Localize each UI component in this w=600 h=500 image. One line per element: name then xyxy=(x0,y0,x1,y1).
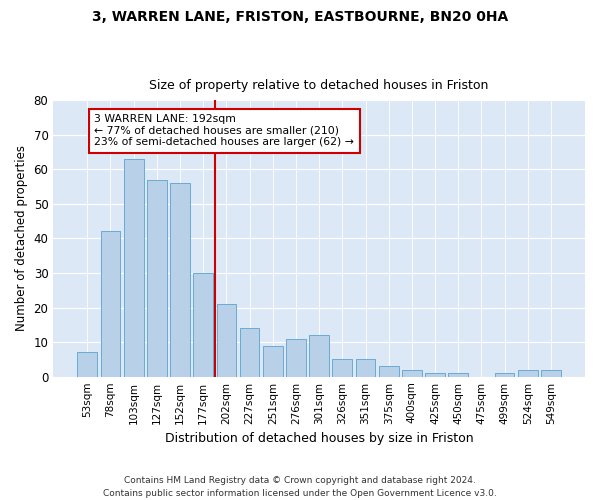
Bar xyxy=(518,370,538,376)
Text: 3 WARREN LANE: 192sqm
← 77% of detached houses are smaller (210)
23% of semi-det: 3 WARREN LANE: 192sqm ← 77% of detached … xyxy=(94,114,354,147)
Bar xyxy=(379,366,398,376)
Bar xyxy=(309,335,329,376)
X-axis label: Distribution of detached houses by size in Friston: Distribution of detached houses by size … xyxy=(165,432,473,445)
Bar xyxy=(217,304,236,376)
Bar xyxy=(263,346,283,376)
Bar xyxy=(495,373,514,376)
Bar xyxy=(170,183,190,376)
Bar xyxy=(147,180,167,376)
Title: Size of property relative to detached houses in Friston: Size of property relative to detached ho… xyxy=(149,79,489,92)
Bar xyxy=(77,352,97,376)
Bar xyxy=(541,370,561,376)
Text: 3, WARREN LANE, FRISTON, EASTBOURNE, BN20 0HA: 3, WARREN LANE, FRISTON, EASTBOURNE, BN2… xyxy=(92,10,508,24)
Text: Contains HM Land Registry data © Crown copyright and database right 2024.
Contai: Contains HM Land Registry data © Crown c… xyxy=(103,476,497,498)
Bar xyxy=(101,232,121,376)
Bar xyxy=(356,360,376,376)
Bar xyxy=(286,338,306,376)
Bar xyxy=(425,373,445,376)
Bar xyxy=(402,370,422,376)
Y-axis label: Number of detached properties: Number of detached properties xyxy=(15,146,28,332)
Bar xyxy=(193,273,213,376)
Bar xyxy=(332,360,352,376)
Bar xyxy=(448,373,468,376)
Bar xyxy=(240,328,259,376)
Bar xyxy=(124,159,143,376)
